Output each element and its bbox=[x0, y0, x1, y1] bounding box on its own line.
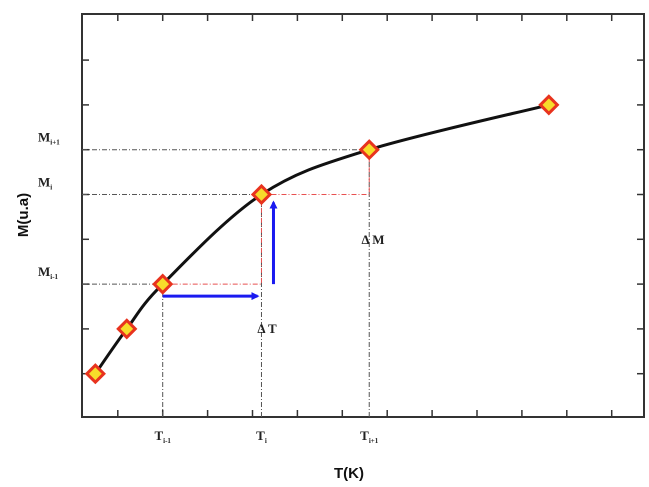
data-point bbox=[152, 273, 174, 295]
delta-t-label: Δ T bbox=[257, 321, 277, 336]
x-tick-label-subscript: i bbox=[265, 437, 267, 445]
guide-lines bbox=[82, 149, 370, 417]
data-point bbox=[358, 139, 380, 161]
delta-m-label: Δ M bbox=[362, 232, 385, 247]
data-point bbox=[84, 363, 106, 385]
y-tick-labels: Mi-1 Mi Mi+1 bbox=[38, 130, 60, 281]
y-tick-label: Mi bbox=[38, 175, 52, 192]
x-tick-label-subscript: i+1 bbox=[369, 437, 379, 445]
plot-frame bbox=[81, 13, 645, 418]
data-point bbox=[250, 183, 273, 206]
x-tick-label-subscript: i-1 bbox=[163, 437, 171, 445]
y-tick-label: Mi-1 bbox=[38, 264, 59, 281]
y-axis-title: M(u.a) bbox=[15, 193, 32, 237]
data-markers bbox=[84, 94, 560, 385]
x-axis-title: T(K) bbox=[334, 465, 364, 482]
x-tick-label: Ti-1 bbox=[154, 428, 171, 445]
data-curve bbox=[94, 103, 550, 375]
step-line-lower bbox=[162, 194, 262, 285]
y-tick-label: Mi+1 bbox=[38, 130, 60, 147]
step-line-upper bbox=[261, 149, 370, 195]
x-tick-label: Ti+1 bbox=[360, 428, 379, 445]
data-point bbox=[538, 94, 560, 116]
x-tick-label: Ti bbox=[256, 428, 267, 445]
x-tick-labels: Ti-1 Ti Ti+1 bbox=[154, 428, 378, 445]
delta-arrows bbox=[162, 200, 278, 301]
y-tick-label-subscript: i+1 bbox=[50, 139, 60, 147]
data-point bbox=[116, 318, 138, 340]
y-tick-label-subscript: i bbox=[50, 184, 52, 192]
axis-ticks bbox=[82, 14, 644, 417]
y-tick-label-subscript: i-1 bbox=[50, 273, 58, 281]
